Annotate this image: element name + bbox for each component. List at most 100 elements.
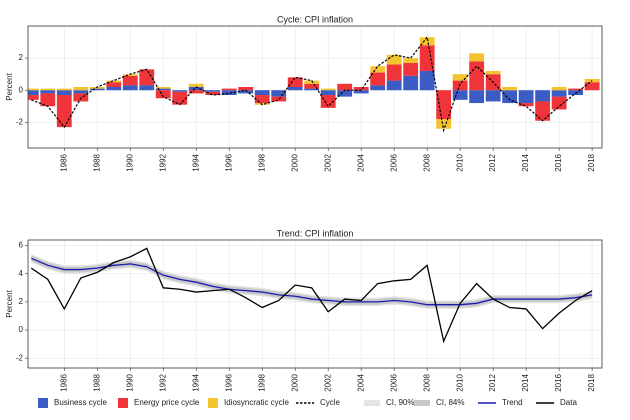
bar [584, 82, 600, 91]
bar [271, 96, 287, 102]
bar [353, 90, 369, 94]
bar [122, 74, 138, 76]
bar [337, 83, 353, 91]
bar [502, 90, 518, 104]
bar [485, 90, 501, 102]
bar [122, 75, 138, 86]
y-tick-label: -2 [16, 353, 24, 362]
bar [419, 70, 435, 91]
x-tick-label: 2008 [422, 373, 431, 391]
legend-label: CI, 84% [436, 398, 464, 407]
bar [106, 82, 122, 87]
panel-title: Cycle: CPI inflation [277, 14, 353, 24]
x-tick-label: 2006 [389, 373, 398, 391]
legend-swatch [118, 398, 128, 408]
bar [89, 88, 105, 91]
bar [304, 88, 320, 91]
y-tick-label: 6 [19, 241, 24, 250]
bar [106, 87, 122, 91]
bar [188, 83, 204, 87]
bar [568, 88, 584, 91]
bar [188, 90, 204, 94]
plot-area [28, 35, 600, 133]
bar [337, 90, 353, 97]
bar [40, 90, 56, 94]
bar [320, 90, 336, 96]
bar [122, 85, 138, 91]
x-tick-label: 2010 [455, 373, 464, 391]
y-tick-label: 0 [19, 85, 24, 94]
bar [386, 80, 402, 91]
bar [518, 103, 534, 107]
bar [221, 88, 237, 91]
bar [403, 58, 419, 63]
bar [106, 80, 122, 83]
bar [56, 95, 72, 128]
x-tick-label: 2010 [455, 153, 464, 171]
bar [568, 90, 584, 96]
plot-area [30, 247, 593, 344]
legend-label: Idiosyncratic cycle [224, 398, 289, 407]
plot-frame [27, 239, 603, 369]
bar [403, 75, 419, 91]
legend-swatch [208, 398, 218, 408]
bar [551, 90, 567, 97]
bar [287, 77, 303, 87]
legend-swatch [414, 400, 430, 406]
y-tick-label: 2 [19, 297, 24, 306]
x-tick-label: 2000 [290, 153, 299, 171]
bar [436, 119, 452, 129]
bar [56, 90, 72, 96]
bar [188, 87, 204, 91]
x-tick-label: 1990 [125, 373, 134, 391]
bar [155, 90, 171, 99]
bar [452, 74, 468, 81]
bar [518, 90, 534, 104]
x-tick-label: 2006 [389, 153, 398, 171]
bar [205, 90, 221, 92]
x-tick-label: 2012 [488, 153, 497, 171]
bar [485, 70, 501, 75]
confidence-band [31, 255, 593, 308]
legend-swatch [38, 398, 48, 408]
x-tick-label: 2000 [290, 373, 299, 391]
x-tick-label: 2002 [323, 153, 332, 171]
bar [403, 62, 419, 76]
bar [56, 88, 72, 91]
bar [73, 90, 89, 94]
bar [535, 90, 551, 102]
bar [28, 88, 39, 91]
y-tick-label: 0 [19, 325, 24, 334]
bar [320, 95, 336, 108]
bar [452, 90, 468, 100]
bar [502, 87, 518, 91]
x-tick-label: 2008 [422, 153, 431, 171]
bar [155, 87, 171, 89]
bar [238, 87, 254, 91]
x-tick-label: 1988 [92, 373, 101, 391]
x-tick-label: 1992 [158, 153, 167, 171]
x-tick-label: 2014 [521, 373, 530, 391]
x-tick-label: 2014 [521, 153, 530, 171]
bar [469, 61, 485, 91]
x-tick-label: 2012 [488, 373, 497, 391]
bar [155, 88, 171, 91]
legend-label: Trend [502, 398, 523, 407]
x-tick-label: 1996 [224, 373, 233, 391]
x-tick-label: 2004 [356, 373, 365, 391]
bar [28, 95, 39, 100]
legend-label: Energy price cycle [134, 398, 200, 407]
x-tick-label: 1986 [59, 153, 68, 171]
x-tick-label: 2016 [554, 373, 563, 391]
bar [271, 90, 287, 97]
legend-swatch [364, 400, 380, 406]
bar [370, 66, 386, 73]
bar [139, 85, 155, 91]
bar [254, 95, 270, 104]
bar [89, 87, 105, 89]
x-tick-label: 2004 [356, 153, 365, 171]
bar [221, 90, 237, 96]
bar [320, 88, 336, 91]
bar [386, 54, 402, 65]
x-tick-label: 1998 [257, 373, 266, 391]
